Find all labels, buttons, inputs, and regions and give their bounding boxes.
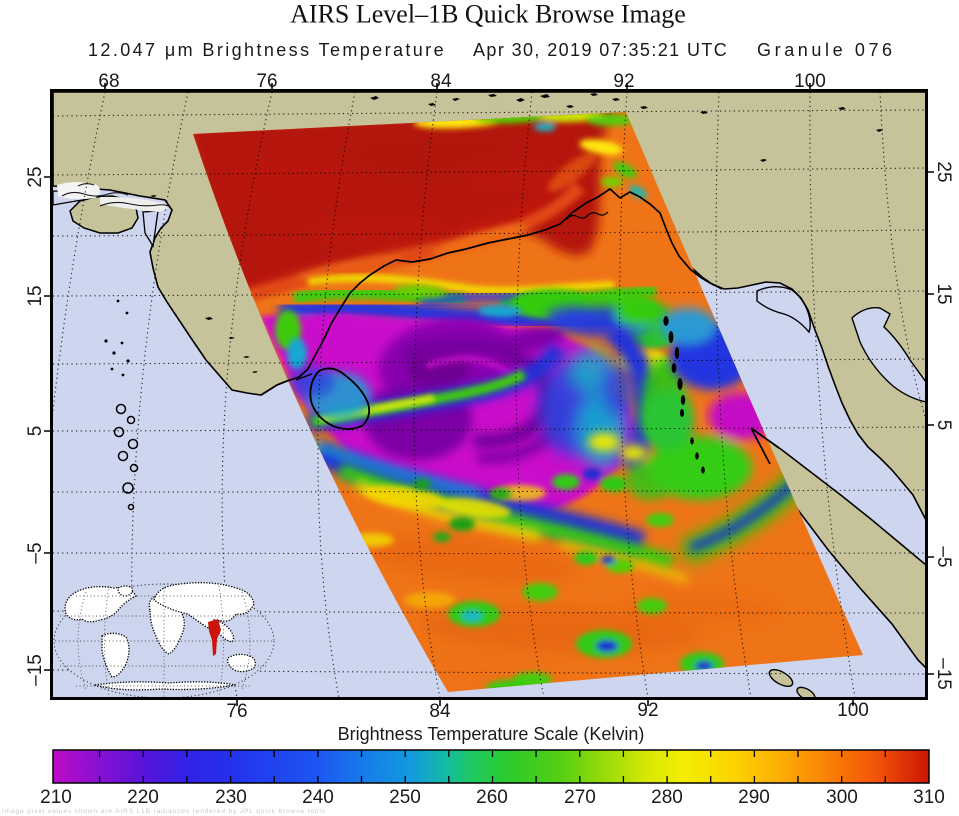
svg-text:220: 220 — [127, 787, 159, 808]
svg-text:300: 300 — [826, 787, 858, 808]
svg-text:92: 92 — [613, 71, 634, 92]
svg-text:280: 280 — [651, 787, 683, 808]
svg-text:68: 68 — [98, 71, 119, 92]
svg-text:310: 310 — [913, 787, 945, 808]
svg-text:270: 270 — [564, 787, 596, 808]
svg-text:76: 76 — [226, 701, 247, 722]
svg-text:–5: –5 — [25, 542, 46, 563]
svg-text:240: 240 — [302, 787, 334, 808]
svg-text:Image pixel values shown are A: Image pixel values shown are AIRS L1B ra… — [2, 808, 326, 815]
svg-text:–15: –15 — [25, 654, 46, 686]
svg-text:84: 84 — [430, 71, 452, 92]
svg-text:210: 210 — [40, 787, 72, 808]
svg-text:76: 76 — [256, 71, 277, 92]
svg-text:260: 260 — [476, 787, 508, 808]
svg-text:5: 5 — [25, 426, 46, 437]
svg-text:Apr 30, 2019 07:35:21 UTC: Apr 30, 2019 07:35:21 UTC — [473, 40, 728, 60]
svg-text:Granule 076: Granule 076 — [757, 40, 896, 60]
svg-text:230: 230 — [215, 787, 247, 808]
svg-text:–5: –5 — [933, 546, 954, 567]
svg-text:25: 25 — [933, 161, 954, 182]
svg-text:–15: –15 — [933, 658, 954, 690]
svg-text:12.047 μm Brightness Temperatu: 12.047 μm Brightness Temperature — [88, 40, 446, 60]
svg-text:290: 290 — [738, 787, 770, 808]
svg-text:84: 84 — [429, 701, 451, 722]
svg-text:92: 92 — [637, 700, 658, 721]
svg-text:15: 15 — [933, 283, 954, 304]
svg-text:5: 5 — [933, 420, 954, 431]
svg-text:100: 100 — [794, 71, 826, 92]
svg-text:250: 250 — [389, 787, 421, 808]
svg-text:15: 15 — [25, 285, 46, 306]
svg-text:Brightness Temperature Scale (: Brightness Temperature Scale (Kelvin) — [338, 724, 645, 744]
svg-text:25: 25 — [25, 166, 46, 187]
svg-text:AIRS Level–1B Quick Browse Ima: AIRS Level–1B Quick Browse Image — [290, 0, 686, 29]
svg-text:100: 100 — [837, 700, 869, 721]
